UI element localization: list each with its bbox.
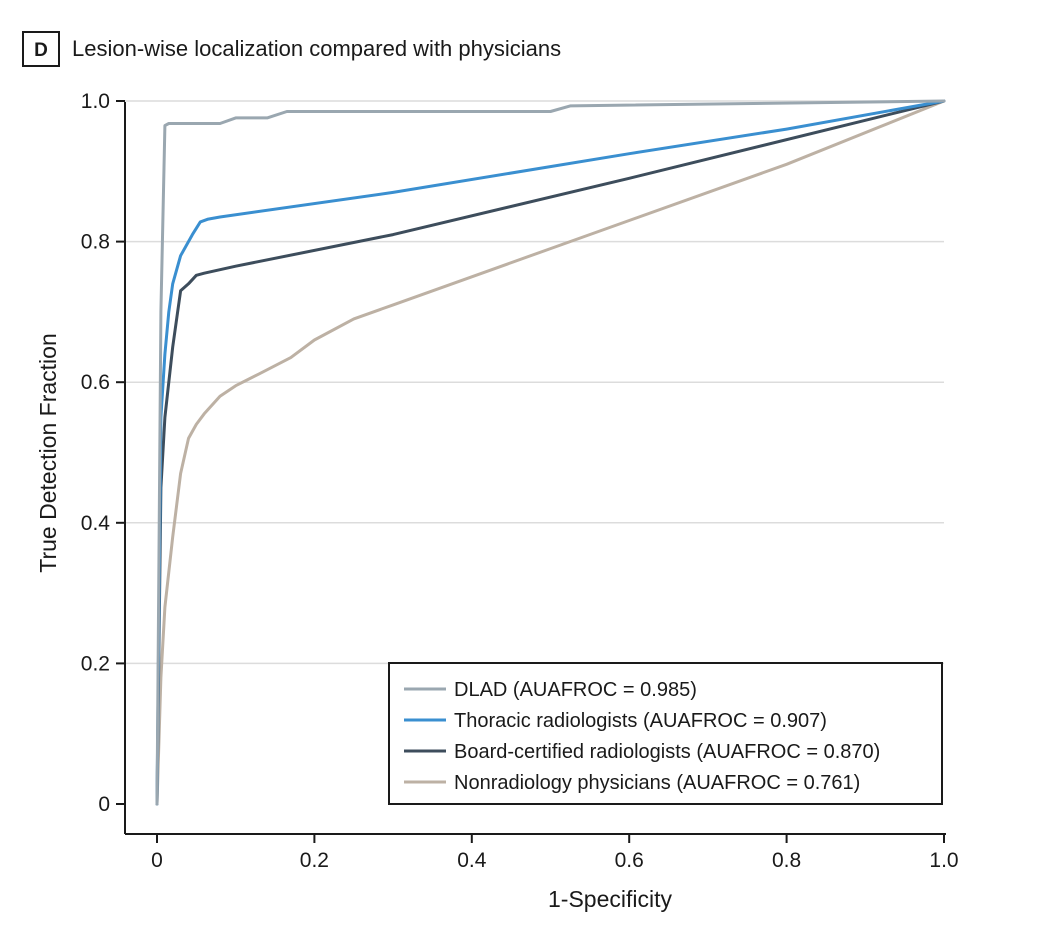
y-tick-label-4: 0.8 bbox=[81, 231, 110, 254]
x-tick-label-1: 0.2 bbox=[300, 849, 329, 872]
x-axis-title: 1-Specificity bbox=[548, 886, 672, 912]
series-lines bbox=[155, 99, 946, 806]
series-line-3 bbox=[155, 99, 946, 806]
y-axis-ticks: 0 0.2 0.4 0.6 0.8 1.0 bbox=[81, 90, 125, 816]
y-tick-label-5: 1.0 bbox=[81, 90, 110, 113]
chart-title: Lesion-wise localization compared with p… bbox=[72, 36, 561, 61]
y-tick-label-1: 0.2 bbox=[81, 652, 110, 675]
legend: DLAD (AUAFROC = 0.985) Thoracic radiologi… bbox=[404, 679, 880, 794]
x-tick-label-2: 0.4 bbox=[457, 849, 487, 872]
x-tick-label-5: 1.0 bbox=[929, 849, 958, 872]
legend-label-2: Board-certified radiologists (AUAFROC = … bbox=[454, 741, 880, 763]
y-tick-label-0: 0 bbox=[98, 793, 110, 816]
y-tick-label-3: 0.6 bbox=[81, 371, 110, 394]
grid-lines bbox=[125, 100, 944, 665]
x-tick-label-4: 0.8 bbox=[772, 849, 801, 872]
legend-label-0: DLAD (AUAFROC = 0.985) bbox=[454, 679, 697, 701]
panel-label-box bbox=[22, 31, 60, 67]
series-line-2 bbox=[155, 99, 946, 806]
series-line-1 bbox=[155, 99, 946, 806]
series-line-0 bbox=[155, 99, 946, 806]
y-axis-title: True Detection Fraction bbox=[35, 333, 61, 572]
legend-label-1: Thoracic radiologists (AUAFROC = 0.907) bbox=[454, 710, 827, 732]
x-tick-label-0: 0 bbox=[151, 849, 163, 872]
x-tick-label-3: 0.6 bbox=[615, 849, 644, 872]
panel-label: D bbox=[34, 40, 48, 61]
legend-box bbox=[388, 662, 943, 805]
x-axis-ticks: 0 0.2 0.4 0.6 0.8 1.0 bbox=[151, 834, 959, 872]
y-tick-label-2: 0.4 bbox=[81, 512, 111, 535]
legend-label-3: Nonradiology physicians (AUAFROC = 0.761… bbox=[454, 772, 860, 794]
